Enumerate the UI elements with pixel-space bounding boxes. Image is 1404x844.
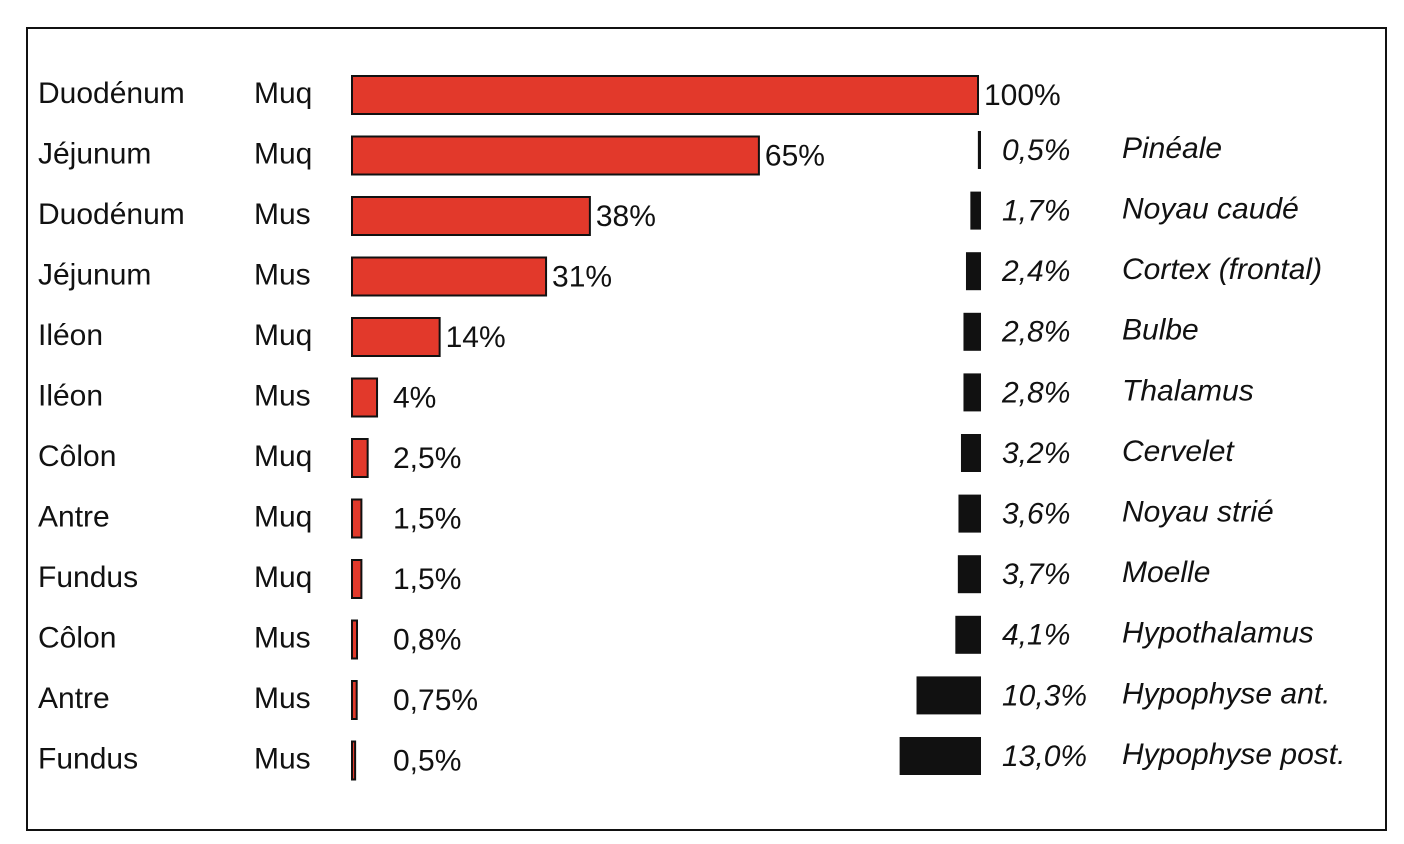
frame	[26, 27, 1387, 831]
category-label: Fundus	[38, 561, 138, 594]
value-label: 10,3%	[1002, 679, 1087, 712]
category-label: Jéjunum	[38, 258, 151, 291]
value-label: 0,5%	[393, 744, 461, 777]
tissue-label: Muq	[254, 561, 312, 594]
tissue-label: Mus	[254, 258, 311, 291]
category-label: Duodénum	[38, 198, 185, 231]
bar	[351, 498, 363, 539]
bar	[958, 494, 981, 533]
category-label: Cortex (frontal)	[1122, 253, 1322, 286]
bar	[351, 740, 357, 781]
category-label: Noyau caudé	[1122, 193, 1299, 226]
tissue-label: Mus	[254, 682, 311, 715]
bar	[351, 196, 591, 236]
bar	[970, 191, 981, 230]
tissue-label: Muq	[254, 319, 312, 352]
category-label: Jéjunum	[38, 137, 151, 170]
value-label: 31%	[552, 260, 612, 293]
bar	[916, 676, 981, 715]
tissue-label: Muq	[254, 500, 312, 533]
value-label: 0,8%	[393, 623, 461, 656]
bar	[977, 131, 981, 169]
bar	[351, 619, 359, 660]
value-label: 2,8%	[1001, 316, 1070, 349]
category-label: Antre	[38, 682, 110, 715]
category-label: Hypophyse post.	[1122, 738, 1345, 771]
bar	[351, 135, 760, 176]
category-label: Hypophyse ant.	[1122, 677, 1330, 710]
tissue-label: Mus	[254, 379, 311, 412]
value-label: 2,5%	[393, 442, 461, 475]
value-label: 1,5%	[393, 563, 461, 596]
bar	[351, 438, 369, 478]
value-label: 1,7%	[1002, 195, 1070, 228]
value-label: 0,5%	[1002, 134, 1070, 167]
bar	[351, 680, 358, 720]
tissue-label: Mus	[254, 621, 311, 654]
category-label: Pinéale	[1122, 132, 1222, 165]
category-label: Noyau strié	[1122, 496, 1274, 529]
bar	[351, 75, 979, 115]
bar	[351, 559, 363, 599]
bar	[899, 737, 981, 775]
bar	[351, 317, 441, 357]
category-label: Duodénum	[38, 77, 185, 110]
tissue-label: Muq	[254, 137, 312, 170]
bar	[957, 555, 981, 594]
value-label: 38%	[596, 200, 656, 233]
category-label: Fundus	[38, 742, 138, 775]
bar	[351, 256, 548, 297]
value-label: 0,75%	[393, 684, 478, 717]
value-label: 1,5%	[393, 502, 461, 535]
value-label: 4,1%	[1002, 619, 1070, 652]
category-label: Côlon	[38, 440, 116, 473]
value-label: 13,0%	[1002, 740, 1087, 773]
category-label: Moelle	[1122, 556, 1210, 589]
category-label: Antre	[38, 500, 110, 533]
value-label: 3,7%	[1002, 558, 1070, 591]
bar	[351, 377, 379, 418]
value-label: 2,8%	[1001, 376, 1070, 409]
category-label: Côlon	[38, 621, 116, 654]
value-label: 2,4%	[1001, 255, 1070, 288]
category-label: Iléon	[38, 319, 103, 352]
tissue-label: Mus	[254, 198, 311, 231]
value-label: 65%	[765, 139, 825, 172]
value-label: 14%	[446, 321, 506, 354]
category-label: Hypothalamus	[1122, 617, 1314, 650]
tissue-label: Mus	[254, 742, 311, 775]
value-label: 3,6%	[1002, 498, 1070, 531]
value-label: 3,2%	[1002, 437, 1070, 470]
category-label: Iléon	[38, 379, 103, 412]
bar	[963, 312, 981, 351]
tissue-label: Muq	[254, 77, 312, 110]
value-label: 4%	[393, 381, 436, 414]
category-label: Cervelet	[1122, 435, 1235, 468]
tissue-label: Muq	[254, 440, 312, 473]
category-label: Bulbe	[1122, 314, 1199, 347]
bar	[965, 252, 981, 291]
value-label: 100%	[984, 79, 1061, 112]
category-label: Thalamus	[1122, 374, 1254, 407]
bar	[955, 615, 981, 654]
bar	[960, 434, 981, 472]
bar	[963, 373, 981, 412]
